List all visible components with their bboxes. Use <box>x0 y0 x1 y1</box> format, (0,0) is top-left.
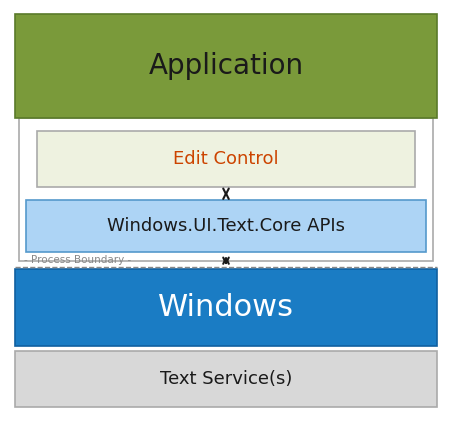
FancyBboxPatch shape <box>26 200 425 252</box>
FancyBboxPatch shape <box>15 269 436 346</box>
Text: Windows.UI.Text.Core APIs: Windows.UI.Text.Core APIs <box>107 217 344 235</box>
Text: Windows: Windows <box>158 293 293 322</box>
Text: - Process Boundary -: - Process Boundary - <box>24 255 131 265</box>
FancyBboxPatch shape <box>19 118 432 261</box>
FancyBboxPatch shape <box>15 351 436 407</box>
FancyBboxPatch shape <box>37 131 414 187</box>
Text: Application: Application <box>148 52 303 80</box>
Text: Text Service(s): Text Service(s) <box>160 370 291 388</box>
Text: Edit Control: Edit Control <box>173 150 278 168</box>
FancyBboxPatch shape <box>15 14 436 118</box>
